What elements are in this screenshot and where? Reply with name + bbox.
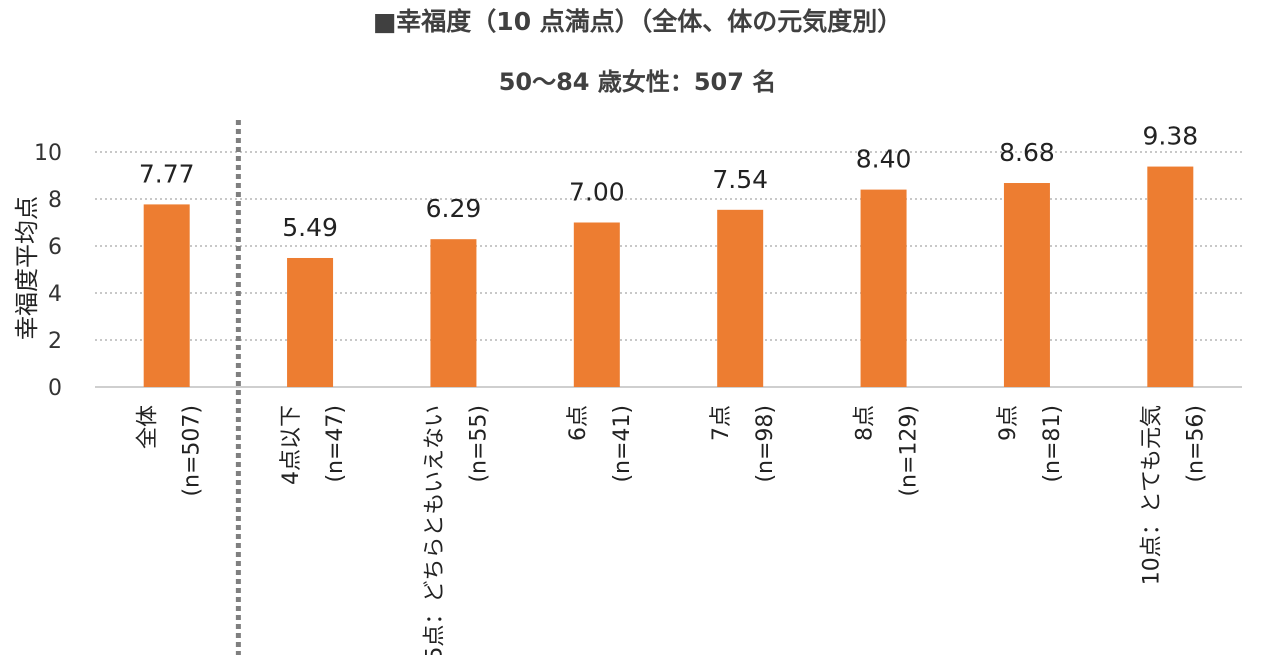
data-label: 5.49 [282,213,338,242]
chart-subtitle: 50～84 歳女性：507 名 [498,68,777,96]
data-label: 7.77 [139,159,195,188]
x-tick-label: 全体 [136,405,161,449]
x-tick-label: 9点 [996,405,1021,441]
y-tick-label: 4 [48,282,62,307]
data-label: 6.29 [426,194,482,223]
y-tick-label: 0 [48,376,62,401]
x-tick-label: 4点以下 [279,405,304,485]
y-tick-label: 10 [34,141,62,166]
gridlines [95,151,1242,388]
data-label: 8.40 [856,145,912,174]
bars [143,166,1194,387]
x-tick-label: (n=41) [610,405,635,483]
data-label: 7.00 [569,178,625,207]
bar [860,189,907,387]
data-label: 9.38 [1142,122,1198,151]
x-tick-label: 8点 [853,405,878,441]
bar [717,209,764,387]
bar [573,222,620,387]
chart-title: ■幸福度（10 点満点）（全体、体の元気度別） [372,7,903,36]
bar [430,239,477,387]
x-tick-label: (n=55) [466,405,491,483]
x-tick-label: (n=81) [1040,405,1065,483]
x-tick-label: (n=129) [897,405,922,497]
y-tick-label: 8 [48,188,62,213]
bar [287,257,334,387]
data-label: 7.54 [712,165,768,194]
bar [1147,166,1194,387]
bar [143,204,190,387]
y-tick-label: 2 [48,329,62,354]
data-label: 8.68 [999,138,1055,167]
x-axis-labels: 全体 (n=507) 4点以下 (n=47) 5点：どちらともいえない (n=55) 6点 (… [136,405,1209,655]
bar [1003,183,1050,387]
y-axis: 0 2 4 6 8 10 [34,141,62,401]
x-tick-label: 7点 [709,405,734,441]
y-tick-label: 6 [48,235,62,260]
y-axis-title: 幸福度平均点 [13,196,41,340]
x-tick-label: (n=98) [753,405,778,483]
x-tick-label: (n=56) [1183,405,1208,483]
x-tick-label: (n=47) [323,405,348,483]
x-tick-label: 6点 [566,405,591,441]
value-labels: 7.77 5.49 6.29 7.00 7.54 8.40 8.68 9.38 [139,122,1198,242]
x-tick-label: (n=507) [180,405,205,497]
x-tick-label: 10点：とても元気 [1139,405,1164,585]
x-tick-label: 5点：どちらともいえない [422,405,447,655]
